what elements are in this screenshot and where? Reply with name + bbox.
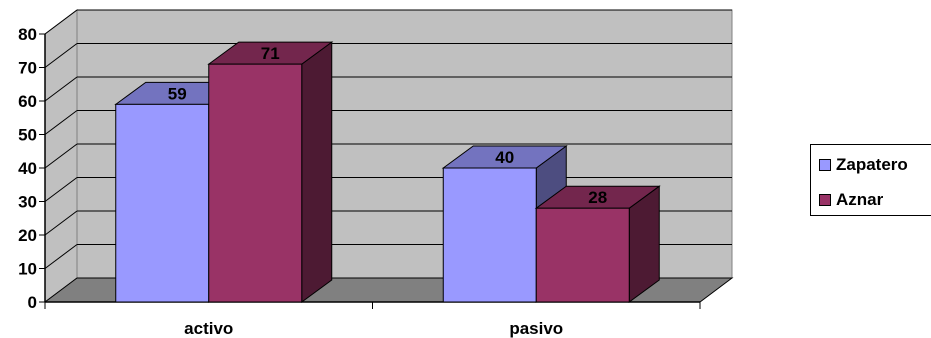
y-tick-label: 40 [18,159,37,178]
category-label-pasivo: pasivo [509,319,563,338]
data-labels: 59 71 40 28 [168,44,607,207]
y-tick-label: 70 [18,59,37,78]
legend-swatch-aznar [819,194,831,206]
legend-item-zapatero: Zapatero [819,155,908,175]
category-label-activo: activo [184,319,233,338]
gridline-side [44,110,78,135]
y-tick-label: 30 [18,193,37,212]
legend-item-aznar: Aznar [819,190,883,210]
data-label-zapatero-pasivo: 40 [495,148,514,167]
bar-zapatero-activo [115,103,210,303]
y-tick-labels: 0 10 20 30 40 50 60 70 80 [18,25,37,312]
y-tick-label: 0 [28,293,37,312]
gridline-side [44,9,78,35]
bar-side-aznar-activo [301,41,333,303]
y-tick-label: 80 [18,25,37,44]
bar-aznar-activo [208,63,303,303]
category-labels: activo pasivo [184,319,563,338]
legend: Zapatero Aznar [810,144,931,216]
bar-aznar-pasivo [535,207,630,303]
data-label-aznar-pasivo: 28 [588,188,607,207]
gridline-side [44,43,78,68]
data-label-zapatero-activo: 59 [168,84,187,103]
bars [114,41,661,303]
gridline-side [44,76,78,102]
gridline-side [44,244,78,269]
y-tick-label: 60 [18,92,37,111]
bar-zapatero-pasivo [442,167,537,303]
gridline-side [44,210,78,236]
legend-label-aznar: Aznar [836,190,884,209]
gridline-side [44,143,78,169]
legend-swatch-zapatero [819,159,831,171]
legend-label-zapatero: Zapatero [836,155,908,174]
y-tick-label: 50 [18,126,37,145]
data-label-aznar-activo: 71 [261,44,280,63]
y-tick-label: 10 [18,260,37,279]
gridline-side [44,177,78,202]
y-tick-label: 20 [18,226,37,245]
